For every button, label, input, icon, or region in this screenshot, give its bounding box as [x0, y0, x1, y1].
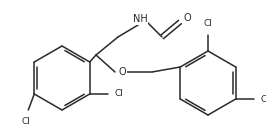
Text: Cl: Cl [22, 117, 31, 126]
Text: Cl: Cl [203, 18, 213, 28]
Text: O: O [183, 13, 191, 23]
Text: O: O [118, 67, 126, 77]
Text: Cl: Cl [114, 90, 123, 99]
Text: Cl: Cl [260, 94, 266, 104]
Text: NH: NH [133, 14, 147, 24]
